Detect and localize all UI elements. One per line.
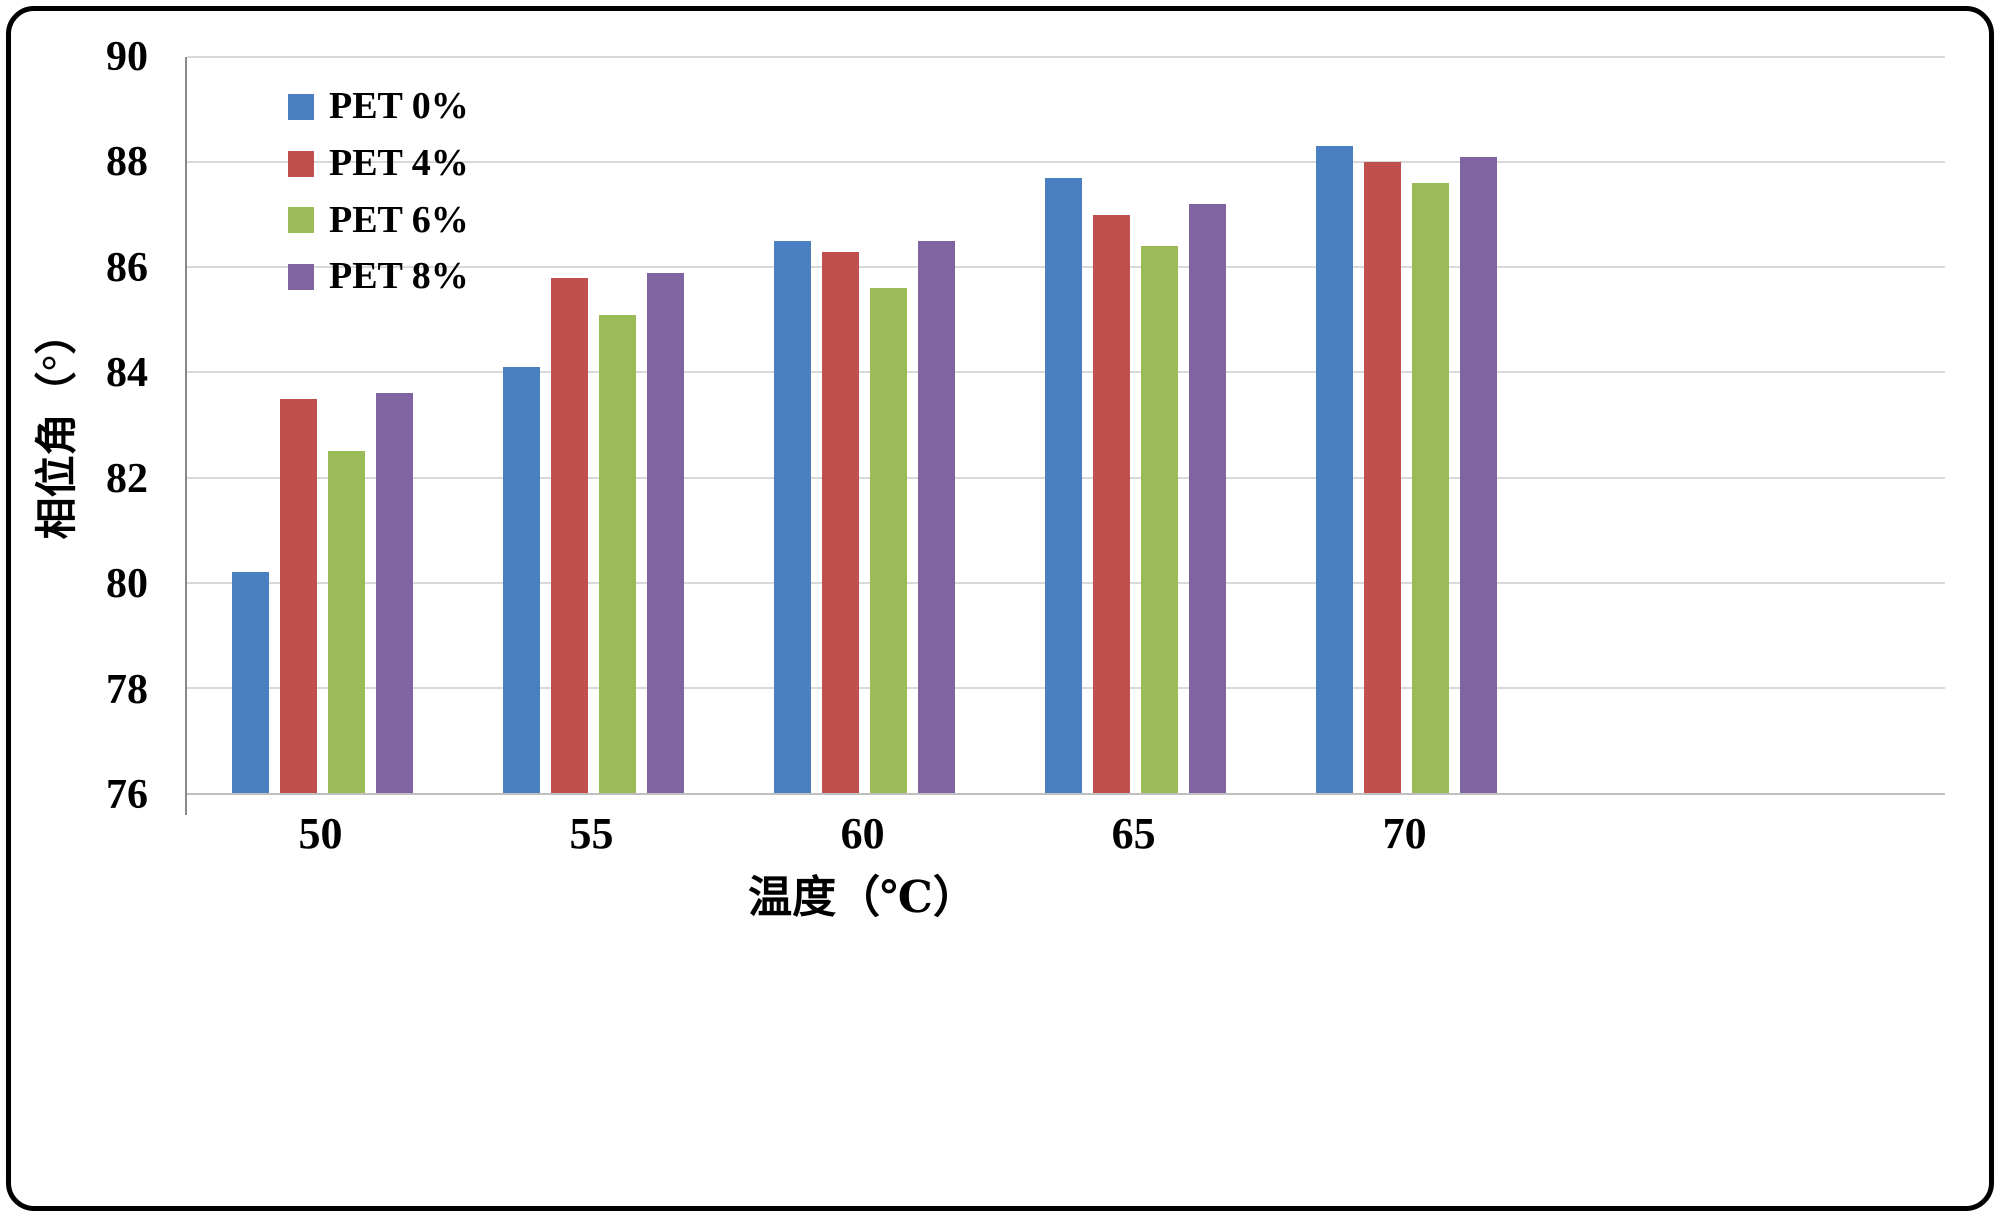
legend-item: PET 8% bbox=[288, 256, 469, 298]
x-tick-label: 50 bbox=[298, 809, 343, 858]
legend-item: PET 6% bbox=[288, 198, 469, 242]
legend-swatch-icon bbox=[288, 150, 314, 177]
legend-label: PET 6% bbox=[329, 198, 469, 241]
plot-area bbox=[185, 56, 1945, 815]
y-tick-label: 88 bbox=[106, 139, 148, 186]
bar-pet-8-at-70 bbox=[1460, 156, 1498, 793]
bar-pet-6-at-65 bbox=[1141, 246, 1179, 793]
bar-pet-6-at-60 bbox=[870, 288, 908, 793]
bar-pet-6-at-55 bbox=[598, 314, 637, 793]
bar-pet-8-at-50 bbox=[375, 393, 414, 793]
legend-swatch-icon bbox=[288, 93, 314, 120]
legend-swatch-icon bbox=[288, 207, 314, 234]
bar-pet-4-at-55 bbox=[551, 277, 589, 793]
bar-pet-0-at-70 bbox=[1316, 146, 1354, 793]
bar-pet-0-at-55 bbox=[503, 367, 541, 793]
legend-item: PET 0% bbox=[288, 85, 469, 128]
gridline bbox=[187, 56, 1945, 58]
bar-pet-6-at-50 bbox=[327, 451, 366, 793]
bar-pet-4-at-60 bbox=[822, 251, 860, 793]
chart-legend: PET 0% PET 4% PET 6% PET 8% bbox=[288, 85, 469, 298]
bar-pet-0-at-60 bbox=[774, 241, 812, 793]
x-tick-label: 65 bbox=[1111, 809, 1156, 858]
gridline bbox=[187, 161, 1945, 164]
y-axis-tick-labels: 76 78 80 82 84 86 88 90 bbox=[0, 36, 162, 816]
legend-label: PET 8% bbox=[329, 255, 469, 298]
y-tick-label: 80 bbox=[106, 561, 148, 608]
y-tick-label: 90 bbox=[106, 34, 148, 80]
bar-pet-0-at-65 bbox=[1045, 177, 1083, 793]
bar-pet-4-at-65 bbox=[1093, 214, 1131, 793]
bar-pet-4-at-50 bbox=[279, 398, 318, 793]
x-tick-label: 60 bbox=[840, 809, 885, 858]
legend-item: PET 4% bbox=[288, 141, 469, 185]
y-tick-label: 76 bbox=[106, 772, 148, 818]
bar-pet-6-at-70 bbox=[1412, 183, 1450, 793]
legend-swatch-icon bbox=[288, 264, 314, 291]
bar-pet-4-at-70 bbox=[1364, 162, 1402, 793]
bar-pet-8-at-60 bbox=[917, 241, 956, 793]
bar-pet-8-at-55 bbox=[646, 272, 685, 793]
legend-label: PET 0% bbox=[329, 85, 469, 127]
x-axis-tick-labels: 50 55 60 65 70 bbox=[185, 812, 1540, 872]
x-axis-title: 温度（℃） bbox=[748, 873, 977, 922]
x-tick-label: 55 bbox=[569, 809, 614, 858]
bar-pet-8-at-65 bbox=[1189, 204, 1227, 793]
y-tick-label: 78 bbox=[106, 666, 148, 713]
bar-pet-0-at-50 bbox=[231, 572, 270, 793]
y-tick-label: 84 bbox=[106, 350, 148, 397]
legend-label: PET 4% bbox=[329, 141, 469, 184]
y-tick-label: 82 bbox=[106, 455, 148, 502]
x-tick-label: 70 bbox=[1382, 809, 1427, 858]
y-tick-label: 86 bbox=[106, 244, 148, 291]
